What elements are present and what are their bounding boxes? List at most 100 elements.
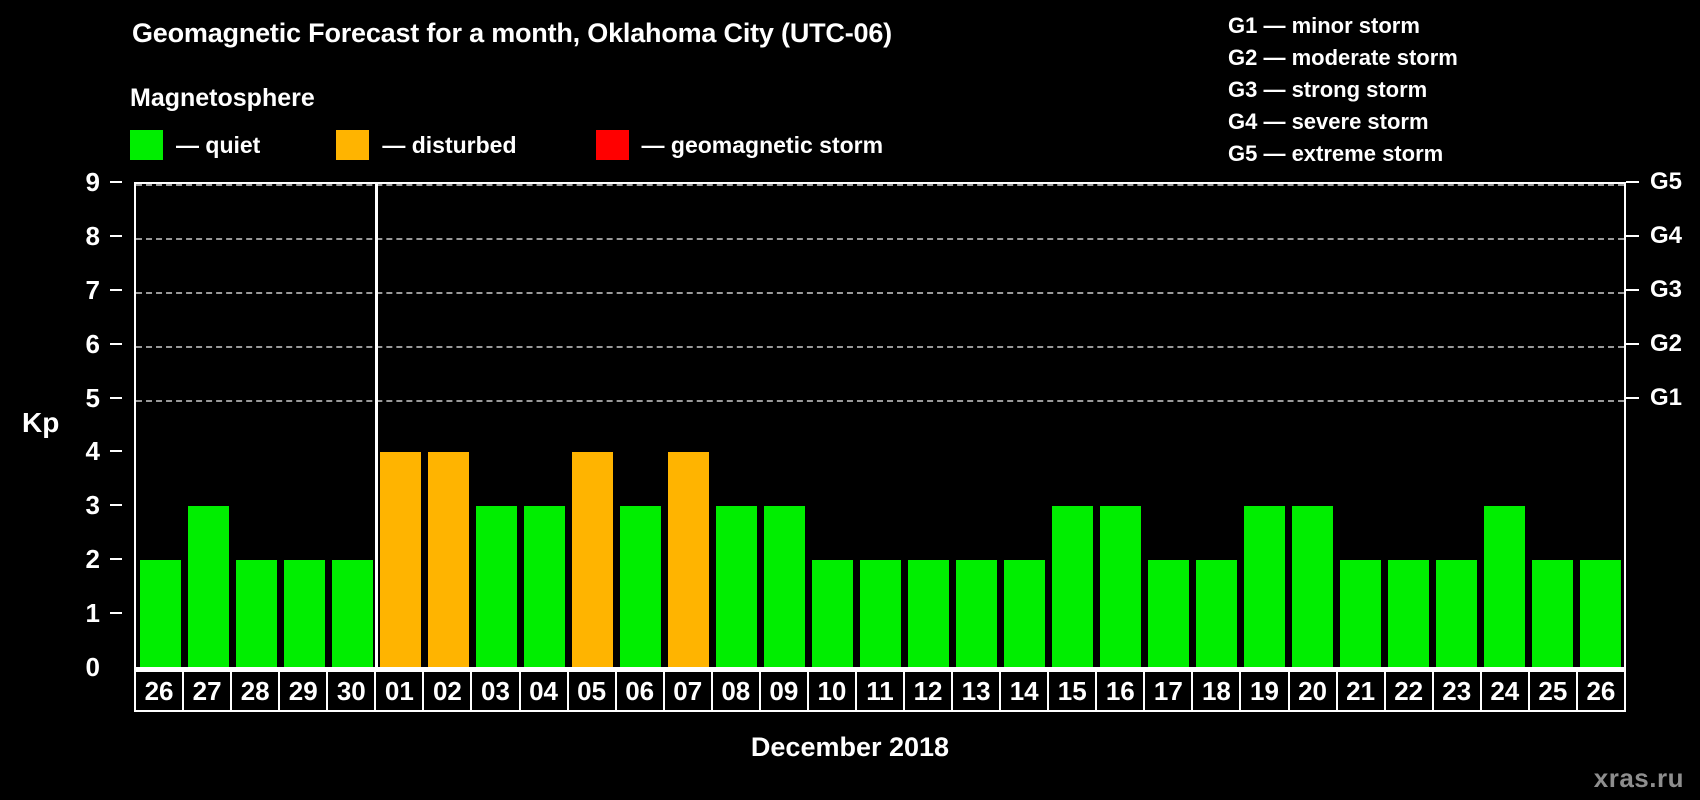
gridline-kp-8 [136, 237, 1624, 240]
bar-cell[interactable] [1576, 184, 1624, 667]
x-axis-day-cell[interactable]: 26 [134, 670, 185, 712]
y-tick-label-6: 6 [85, 328, 100, 359]
g-axis-label-g5: G5 [1650, 168, 1683, 195]
bar-cell[interactable] [808, 184, 856, 667]
x-axis-day-cell[interactable]: 20 [1287, 670, 1338, 712]
bar [1387, 559, 1429, 667]
gridline-kp-7 [136, 291, 1624, 294]
bar-cell[interactable] [1384, 184, 1432, 667]
bar-cell[interactable] [1432, 184, 1480, 667]
forecast-divider [374, 184, 378, 667]
bar-cell[interactable] [1048, 184, 1096, 667]
bar-cell[interactable] [1528, 184, 1576, 667]
bar-cell[interactable] [712, 184, 760, 667]
bar-cell[interactable] [520, 184, 568, 667]
x-axis-day-cell[interactable]: 02 [422, 670, 473, 712]
x-axis-day-cell[interactable]: 06 [614, 670, 665, 712]
g-scale-axis: G1 G2 G3 G4 G5 [1626, 168, 1700, 667]
x-axis-day-cell[interactable]: 26 [1575, 670, 1626, 712]
legend-swatch-quiet [130, 130, 163, 160]
y-tick-mark-4 [110, 450, 122, 453]
gridline-kp-9 [136, 184, 1624, 186]
bar-cell[interactable] [1096, 184, 1144, 667]
y-tick-label-3: 3 [85, 490, 100, 521]
x-axis-day-cell[interactable]: 28 [230, 670, 281, 712]
storm-scale-legend: G1 — minor storm G2 — moderate storm G3 — … [1228, 10, 1458, 170]
x-axis-day-cell[interactable]: 18 [1191, 670, 1242, 712]
y-tick-label-4: 4 [85, 436, 100, 467]
y-tick-mark-9 [110, 181, 122, 183]
bar-cell[interactable] [136, 184, 184, 667]
x-axis-day-cell[interactable]: 27 [182, 670, 233, 712]
x-axis-day-cell[interactable]: 10 [806, 670, 857, 712]
y-tick-mark-7 [110, 288, 122, 291]
x-axis-day-cell[interactable]: 14 [999, 670, 1050, 712]
x-axis-day-cell[interactable]: 12 [903, 670, 954, 712]
bar-cell[interactable] [760, 184, 808, 667]
x-axis-day-cell[interactable]: 29 [278, 670, 329, 712]
y-tick-label-8: 8 [85, 220, 100, 251]
bar-cell[interactable] [1144, 184, 1192, 667]
bar-cell[interactable] [280, 184, 328, 667]
g-axis-label-g3: G3 [1650, 275, 1683, 303]
bar [523, 506, 565, 667]
bar-cell[interactable] [856, 184, 904, 667]
bar [1195, 559, 1237, 667]
bar-cell[interactable] [904, 184, 952, 667]
x-axis-day-cell[interactable]: 25 [1527, 670, 1578, 712]
bar-cell[interactable] [232, 184, 280, 667]
x-axis-caption: December 2018 [750, 732, 950, 762]
x-axis-day-cell[interactable]: 11 [854, 670, 905, 712]
bar [715, 506, 757, 667]
bar-cell[interactable] [472, 184, 520, 667]
bar-cell[interactable] [616, 184, 664, 667]
bar-cell[interactable] [1192, 184, 1240, 667]
bar-cell[interactable] [376, 184, 424, 667]
bar-cell[interactable] [1000, 184, 1048, 667]
y-tick-mark-8 [110, 234, 122, 237]
x-axis-day-cell[interactable]: 08 [710, 670, 761, 712]
bar [1291, 506, 1333, 667]
bar [1531, 559, 1573, 667]
x-axis-day-cell[interactable]: 09 [758, 670, 809, 712]
x-axis-day-cell[interactable]: 05 [566, 670, 617, 712]
x-axis-day-cell[interactable]: 04 [518, 670, 569, 712]
storm-scale-line-g4: G4 — severe storm [1228, 109, 1429, 134]
bar-cell[interactable] [664, 184, 712, 667]
bar [1435, 559, 1477, 667]
legend-label-storm: — geomagnetic storm [641, 131, 884, 158]
bar-cell[interactable] [952, 184, 1000, 667]
legend-item-storm: — geomagnetic storm [595, 130, 884, 160]
x-axis-day-cell[interactable]: 15 [1047, 670, 1098, 712]
x-axis-day-cell[interactable]: 17 [1143, 670, 1194, 712]
bar [1147, 559, 1189, 667]
x-axis-day-cell[interactable]: 01 [374, 670, 425, 712]
x-axis-day-cell[interactable]: 03 [470, 670, 521, 712]
x-axis-day-cell[interactable]: 16 [1095, 670, 1146, 712]
x-axis-day-cell[interactable]: 22 [1383, 670, 1434, 712]
x-axis-day-cell[interactable]: 24 [1479, 670, 1530, 712]
x-axis-day-cell[interactable]: 13 [951, 670, 1002, 712]
bar [667, 452, 709, 667]
gridline-kp-6 [136, 345, 1624, 348]
bar-cell[interactable] [1480, 184, 1528, 667]
bar-cell[interactable] [184, 184, 232, 667]
y-tick-label-0: 0 [85, 652, 100, 682]
x-axis-day-cell[interactable]: 07 [662, 670, 713, 712]
x-axis-day-cell[interactable]: 30 [326, 670, 377, 712]
bar-cell[interactable] [1336, 184, 1384, 667]
bar-cell[interactable] [424, 184, 472, 667]
bar [1579, 559, 1621, 667]
y-axis: 0 1 2 3 4 5 6 7 8 9 Kp [22, 169, 122, 680]
x-axis-day-cell[interactable]: 23 [1431, 670, 1482, 712]
bar-cell[interactable] [328, 184, 376, 667]
bar [571, 452, 613, 667]
x-axis-day-cell[interactable]: 21 [1335, 670, 1386, 712]
bar-cell[interactable] [1240, 184, 1288, 667]
x-axis-day-cell[interactable]: 19 [1239, 670, 1290, 712]
y-axis-title: Kp [22, 406, 60, 438]
bar [1051, 506, 1093, 667]
bar-cell[interactable] [568, 184, 616, 667]
bar-cell[interactable] [1288, 184, 1336, 667]
